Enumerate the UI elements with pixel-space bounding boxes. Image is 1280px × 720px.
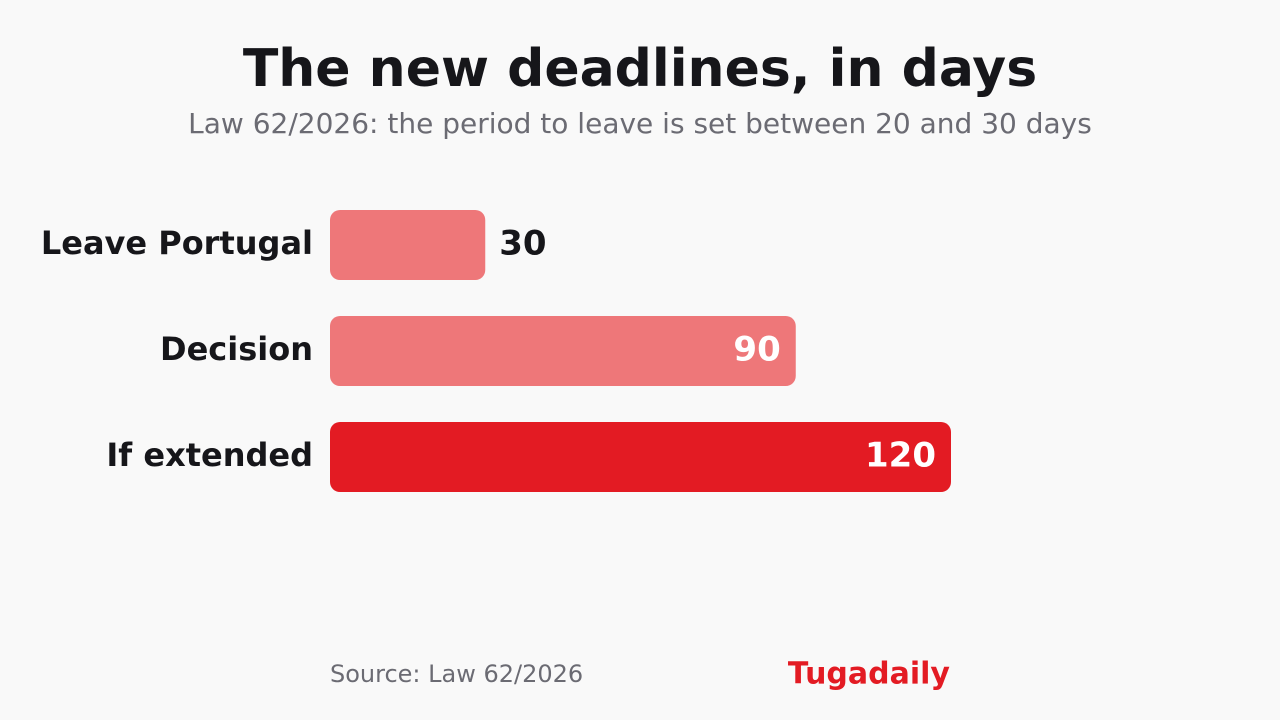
category-label: Leave Portugal xyxy=(41,224,313,262)
bar xyxy=(330,422,951,492)
chart-title: The new deadlines, in days xyxy=(243,39,1037,99)
bar xyxy=(330,316,796,386)
bar xyxy=(330,210,486,280)
value-label: 30 xyxy=(499,224,546,264)
category-label: If extended xyxy=(106,436,313,474)
brand[interactable]: Tugadaily xyxy=(788,657,951,692)
chart-subtitle: Law 62/2026: the period to leave is set … xyxy=(188,107,1092,140)
value-label: 90 xyxy=(733,330,780,370)
category-label: Decision xyxy=(160,330,313,368)
source: Source: Law 62/2026 xyxy=(330,660,583,688)
value-label: 120 xyxy=(865,436,936,476)
